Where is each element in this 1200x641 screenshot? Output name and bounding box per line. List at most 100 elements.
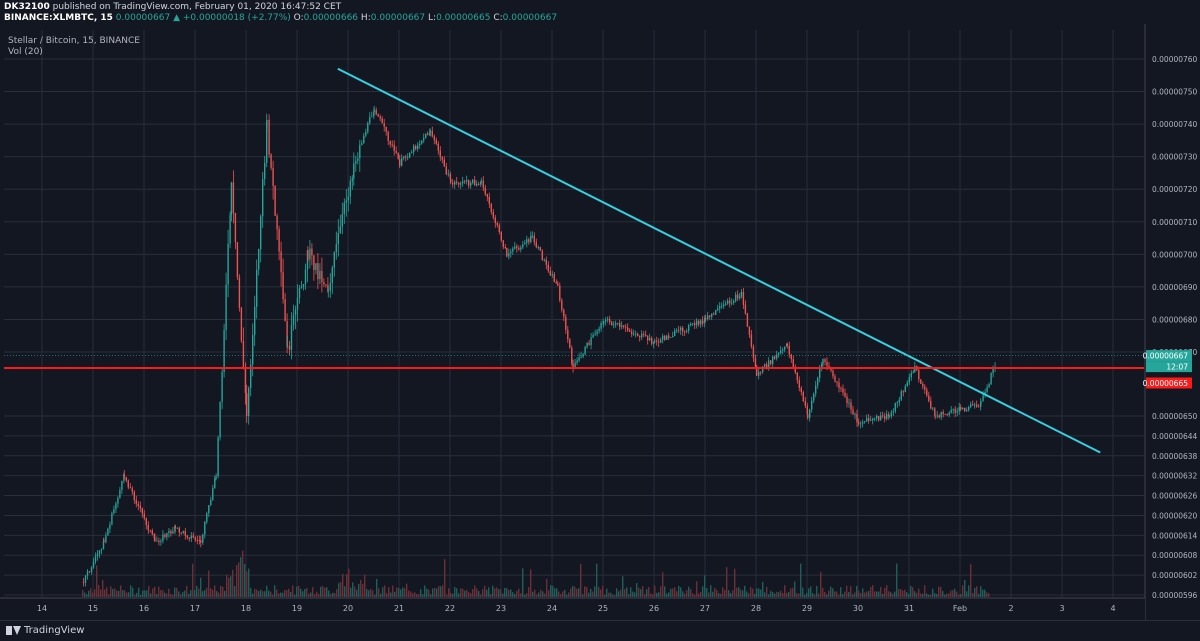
candle-body <box>397 152 399 160</box>
volume-bar <box>318 593 320 597</box>
candle-body <box>472 179 474 183</box>
candle-body <box>878 416 880 421</box>
volume-bar <box>616 588 618 597</box>
volume-bar <box>492 585 494 597</box>
volume-bar <box>732 590 734 597</box>
candle-body <box>653 341 655 344</box>
candle-body <box>776 354 778 359</box>
candle-body <box>127 480 129 488</box>
candle-body <box>135 500 137 504</box>
volume-bar <box>722 587 724 597</box>
candle-body <box>160 540 162 542</box>
volume-bar <box>468 592 470 597</box>
volume-bar <box>946 593 948 597</box>
high-label: H: <box>360 13 371 23</box>
volume-bar <box>716 589 718 597</box>
candle-body <box>742 291 745 305</box>
candle-body <box>656 340 658 342</box>
volume-bar <box>316 591 318 597</box>
volume-bar <box>124 590 126 597</box>
candle-body <box>914 366 916 373</box>
candle-body <box>227 243 229 285</box>
volume-bar <box>518 588 520 597</box>
candle-body <box>721 306 723 307</box>
candle-body <box>731 302 733 304</box>
volume-bar <box>888 591 890 597</box>
candle-body <box>658 341 660 343</box>
drawing-lines[interactable] <box>4 67 1144 454</box>
volume-bar <box>832 588 834 597</box>
candle-body <box>719 306 721 309</box>
price-tick-label: 0.00000680 <box>1152 315 1198 324</box>
candle-body <box>335 244 337 253</box>
candle-body <box>516 246 518 249</box>
volume-bar <box>328 590 330 597</box>
candle-body <box>884 416 886 419</box>
candle-body <box>715 310 717 315</box>
price-tick-label: 0.00000650 <box>1152 412 1198 421</box>
candle-body <box>86 571 89 576</box>
candle-body <box>705 318 707 320</box>
volume-bar <box>148 586 150 597</box>
candle-body <box>206 513 208 522</box>
candle-body <box>592 335 594 338</box>
candle-body <box>90 567 93 572</box>
volume-bar <box>962 585 964 597</box>
time-tick-label: 26 <box>649 604 659 613</box>
volume-bar <box>618 591 620 597</box>
volume-bar <box>112 588 114 597</box>
candle-body <box>266 120 268 163</box>
candle-body <box>651 338 653 344</box>
volume-bar <box>454 586 456 597</box>
volume-bar <box>200 577 202 597</box>
tradingview-logo[interactable]: TradingView <box>6 625 84 636</box>
candle-body <box>926 389 928 396</box>
candle-body <box>864 421 866 423</box>
candle-body <box>88 571 91 573</box>
candle-body <box>565 316 567 330</box>
volume-bar <box>130 585 132 597</box>
volume-bar <box>176 587 178 597</box>
time-axis[interactable]: 14 15 16 17 18 19 20 21 22 23 24 25 26 27 28 29 30 31 Feb 2… <box>0 597 1145 620</box>
volume-bar <box>536 594 538 597</box>
candle-body <box>115 503 117 510</box>
volume-bar <box>704 575 706 597</box>
candle-body <box>782 349 784 351</box>
volume-bar <box>684 593 686 597</box>
candle-body <box>367 123 369 133</box>
candle-body <box>484 187 486 195</box>
time-tick-label: 4 <box>1110 604 1115 613</box>
volume-bar <box>986 592 988 597</box>
candle-body <box>838 382 840 389</box>
volume-bar <box>910 585 912 597</box>
candle-body <box>234 213 237 243</box>
candle-body <box>284 299 286 322</box>
volume-bar <box>424 585 426 597</box>
volume-bar <box>92 592 94 597</box>
publisher-name[interactable]: DK32100 <box>4 2 50 12</box>
volume-indicator-label[interactable]: Vol (20) <box>8 47 43 57</box>
candle-body <box>856 413 858 423</box>
candle-body <box>103 540 105 543</box>
candle-body <box>441 157 443 160</box>
candle-body <box>389 140 391 145</box>
candle-body <box>723 304 725 307</box>
volume-bar <box>658 592 660 597</box>
price-axis[interactable]: 0.00000760 0.00000750 0.00000740 0.00000730… <box>1143 24 1200 620</box>
volume-bar <box>574 586 576 597</box>
volume-bar <box>560 593 562 597</box>
price-chart[interactable]: 0.00000760 0.00000750 0.00000740 0.00000730… <box>0 24 1200 620</box>
candle-body <box>223 329 225 373</box>
candle-body <box>345 200 347 203</box>
candle-body <box>834 376 836 382</box>
candle-body <box>735 294 737 301</box>
time-tick-label: Feb <box>953 604 967 613</box>
candle-body <box>649 338 651 341</box>
candle-body <box>266 119 268 121</box>
candle-body <box>182 530 184 533</box>
volume-bar <box>252 593 254 597</box>
candle-body <box>468 180 470 186</box>
volume-bar <box>162 590 164 597</box>
volume-bar <box>188 593 190 597</box>
candle-body <box>836 381 838 383</box>
